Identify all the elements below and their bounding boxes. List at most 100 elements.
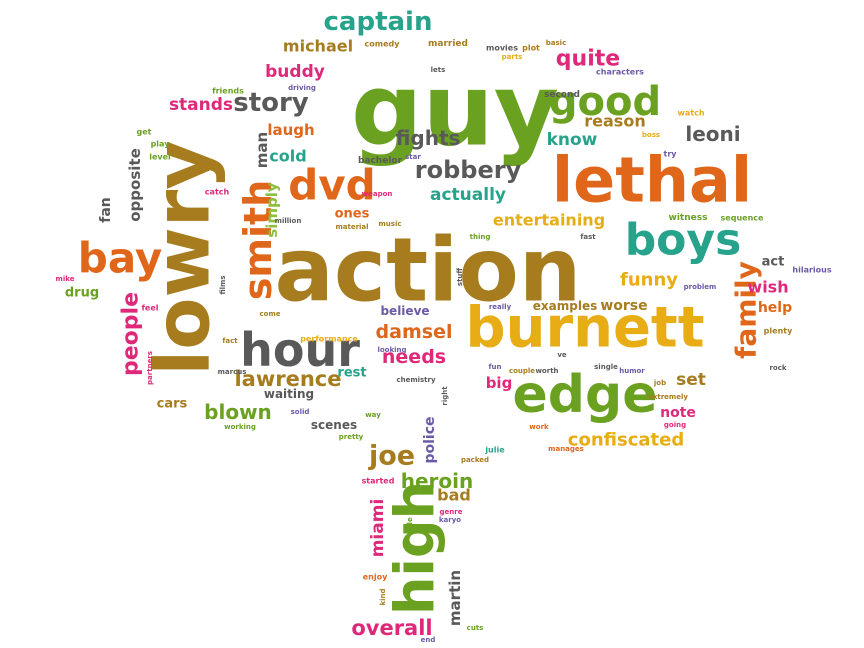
word-working: working [224, 423, 256, 431]
word-started: started [362, 477, 395, 486]
word-comedy: comedy [365, 40, 401, 49]
word-end: end [421, 636, 436, 644]
word-cuts: cuts [467, 624, 484, 632]
word-leoni: leoni [685, 122, 740, 146]
word-lowry: lowry [138, 140, 227, 376]
word-opposite: opposite [126, 148, 144, 222]
word-partners: partners [146, 351, 154, 385]
word-basic: basic [546, 39, 566, 47]
word-buddy: buddy [265, 62, 325, 82]
word-married: married [428, 39, 468, 49]
word-feel: feel [141, 304, 158, 313]
word-genre: genre [440, 508, 463, 516]
word-boss: boss [642, 131, 660, 139]
word-robbery: robbery [415, 156, 522, 184]
word-way: way [365, 411, 381, 419]
word-fun: fun [488, 363, 501, 371]
word-play: play [151, 140, 171, 149]
word-karyo: karyo [439, 516, 461, 524]
word-single: single [594, 363, 618, 371]
word-police: police [422, 416, 438, 463]
word-fan: fan [98, 197, 114, 223]
word-fact: fact [222, 337, 238, 345]
word-friends: friends [212, 87, 244, 96]
word-fights: fights [396, 126, 461, 150]
word-reason: reason [584, 112, 645, 131]
word-looking: looking [377, 346, 406, 354]
word-mike: mike [56, 275, 75, 283]
word-stuff: stuff [456, 268, 464, 286]
word-stands: stands [169, 95, 233, 115]
word-movies: movies [486, 44, 518, 53]
word-believe: believe [380, 304, 429, 318]
word-going: going [664, 421, 686, 429]
word-films: films [219, 275, 227, 294]
word-hilarious: hilarious [792, 266, 831, 275]
word-performance: performance [300, 335, 358, 344]
word-joe: joe [368, 441, 415, 472]
word-weapon: weapon [362, 190, 393, 198]
word-high: high [384, 481, 447, 615]
word-cars: cars [157, 397, 188, 412]
word-actually: actually [430, 185, 506, 205]
word-enjoy: enjoy [363, 573, 388, 582]
word-entertaining: entertaining [493, 211, 605, 230]
word-solid: solid [291, 408, 310, 416]
word-man: man [253, 132, 271, 168]
word-problem: problem [684, 283, 717, 291]
word-damsel: damsel [376, 321, 453, 343]
word-confiscated: confiscated [568, 430, 684, 451]
word-get: get [137, 128, 152, 137]
word-help: help [758, 300, 792, 316]
word-catch: catch [205, 188, 230, 197]
word-witness: witness [669, 213, 708, 223]
word-plot: plot [522, 44, 540, 53]
word-watch: watch [677, 109, 704, 118]
word-parts: parts [502, 53, 523, 61]
word-examples: examples [533, 299, 597, 313]
word-thing: thing [470, 233, 491, 241]
word-worse: worse [600, 298, 647, 314]
word-guy: guy [351, 52, 559, 169]
word-kind: kind [379, 588, 387, 605]
word-set: set [676, 370, 706, 390]
word-worth: worth [535, 367, 558, 375]
word-quite: quite [556, 47, 620, 72]
word-humor: humor [619, 367, 645, 375]
word-material: material [335, 223, 368, 231]
word-right: right [441, 386, 449, 406]
word-marcus: marcus [218, 368, 247, 376]
word-rest: rest [337, 366, 366, 381]
word-second: second [544, 90, 580, 100]
word-bachelor: bachelor [358, 156, 403, 166]
word-characters: characters [596, 68, 644, 77]
word-blown: blown [204, 400, 272, 424]
word-wish: wish [747, 278, 788, 297]
word-laugh: laugh [267, 121, 314, 139]
word-sequence: sequence [721, 214, 764, 223]
word-waiting: waiting [264, 387, 314, 401]
word-captain: captain [324, 7, 433, 37]
word-extremely: extremely [648, 393, 688, 401]
word-good: good [549, 79, 661, 125]
word-role: role [406, 517, 414, 533]
word-manages: manages [548, 445, 584, 453]
word-ones: ones [335, 207, 370, 222]
word-martin: martin [446, 570, 464, 626]
word-try: try [664, 150, 678, 159]
word-miami: miami [368, 499, 388, 558]
word-edge: edge [513, 365, 658, 425]
word-bad: bad [437, 486, 471, 505]
word-lawrence: lawrence [234, 367, 341, 391]
word-smith: smith [236, 180, 280, 300]
word-lethal: lethal [552, 144, 752, 217]
word-overall: overall [351, 616, 432, 640]
word-needs: needs [382, 346, 446, 368]
word-job: job [653, 379, 666, 387]
word-michael: michael [283, 37, 353, 56]
word-drug: drug [65, 286, 99, 301]
word-simply: simply [263, 182, 281, 238]
word-rock: rock [769, 364, 786, 372]
word-boys: boys [625, 215, 742, 266]
word-act: act [762, 255, 785, 270]
